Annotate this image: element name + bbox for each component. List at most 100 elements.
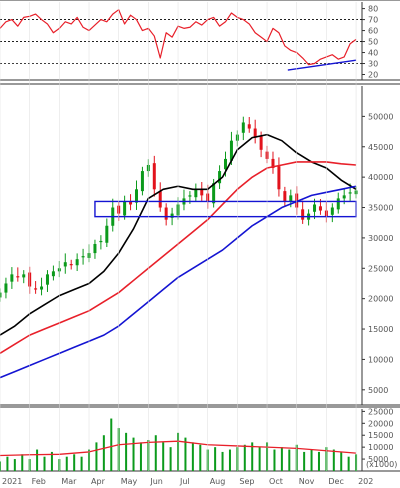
candle-body (318, 206, 322, 211)
candle-body (10, 274, 14, 282)
price-y-tick-label: 20000 (368, 295, 393, 304)
candle-body (140, 171, 144, 192)
price-y-tick-label: 45000 (368, 143, 393, 152)
candle-body (212, 183, 216, 204)
volume-bar (154, 435, 157, 471)
volume-bar (191, 442, 194, 471)
candle-body (34, 288, 38, 290)
time-axis: 2021 Feb Mar Apr May Jun Jul Aug Sep Oct Nov Dec 202 (0, 2, 373, 486)
volume-bar (273, 449, 276, 471)
volume-bar (221, 451, 224, 471)
month-label: 2021 (2, 477, 22, 486)
volume-bar (251, 442, 254, 471)
candle-body (81, 256, 85, 258)
month-label: Aug (210, 477, 226, 486)
price-y-tick-label: 40000 (368, 173, 393, 182)
volume-y-tick-label: 20000 (368, 419, 393, 428)
month-label: Jul (179, 477, 190, 486)
month-label: Apr (91, 477, 106, 486)
volume-bar (102, 435, 105, 471)
candle-body (229, 140, 233, 161)
rsi-y-tick-label: 80 (368, 5, 378, 14)
volume-y-tick-label: 15000 (368, 431, 393, 440)
candle-body (164, 207, 168, 220)
volume-bar (0, 461, 1, 471)
volume-y-tick-label: 5000 (368, 455, 388, 464)
month-label: Nov (299, 477, 315, 486)
volume-bar (50, 451, 53, 471)
volume-bar (36, 449, 39, 471)
candle-body (51, 271, 55, 277)
candle-body (330, 207, 334, 215)
candle-body (188, 195, 192, 197)
candle-body (40, 286, 44, 290)
candle-body (75, 259, 79, 266)
candle-body (123, 201, 127, 216)
price-y-tick-label: 5000 (368, 386, 388, 395)
price-y-tick-label: 25000 (368, 264, 393, 273)
volume-bar (243, 444, 246, 471)
volume-unit-label: (x1000) (366, 460, 397, 469)
volume-bar (332, 449, 335, 471)
candle-body (158, 191, 162, 208)
volume-bar (303, 451, 306, 471)
volume-bar (65, 456, 68, 471)
candle-body (0, 292, 2, 298)
volume-bar (21, 454, 24, 471)
volume-bar (169, 447, 172, 471)
volume-bar (310, 449, 313, 471)
volume-bar (228, 449, 231, 471)
volume-bar (184, 437, 187, 471)
volume-bar (280, 447, 283, 471)
volume-bar (110, 418, 113, 471)
candle-body (313, 204, 317, 212)
candle-body (277, 166, 281, 190)
volume-y-tick-label: 25000 (368, 407, 393, 416)
candle-body (348, 192, 352, 194)
volume-bar (162, 442, 165, 471)
month-label: Mar (61, 477, 77, 486)
month-label: 202 (358, 477, 373, 486)
month-label: Feb (32, 477, 46, 486)
candle-body (16, 276, 20, 278)
volume-bar (13, 459, 16, 471)
candle-body (224, 158, 228, 170)
volume-bar (73, 454, 76, 471)
candle-body (152, 163, 156, 190)
candle-body (289, 195, 293, 202)
candle-body (241, 122, 245, 133)
candle-body (93, 243, 97, 254)
volume-bar (340, 451, 343, 471)
price-y-tick-label: 50000 (368, 112, 393, 121)
volume-bar (199, 444, 202, 471)
candle-body (194, 189, 198, 198)
candle-body (22, 274, 26, 278)
volume-bar (288, 449, 291, 471)
volume-bar (43, 456, 46, 471)
rsi-y-tick-label: 70 (368, 16, 378, 25)
candle-body (105, 225, 109, 243)
volume-bar (214, 447, 217, 471)
rsi-y-tick-label: 20 (368, 71, 378, 80)
price-y-tick-label: 10000 (368, 355, 393, 364)
candle-body (129, 201, 133, 205)
price-y-tick-label: 30000 (368, 234, 393, 243)
candle-body (283, 191, 287, 202)
candle-body (69, 264, 73, 266)
volume-bar (132, 437, 135, 471)
volume-bar (95, 442, 98, 471)
month-label: May (121, 477, 138, 486)
month-label: Sep (239, 477, 254, 486)
candle-body (336, 198, 340, 210)
price-y-tick-label: 35000 (368, 204, 393, 213)
candle-body (342, 195, 346, 199)
month-label: Dec (328, 477, 343, 486)
volume-bar (6, 456, 9, 471)
candle-body (200, 189, 204, 196)
volume-bar (125, 432, 128, 471)
volume-bar (139, 442, 142, 471)
candle-body (271, 158, 275, 169)
candle-body (170, 213, 174, 218)
candle-body (218, 171, 222, 184)
